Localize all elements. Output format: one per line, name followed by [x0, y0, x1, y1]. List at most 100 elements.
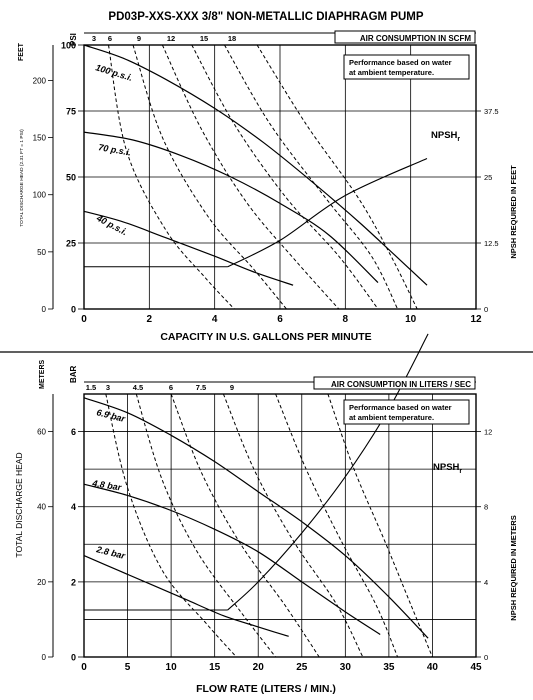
- c2-inner-tick-1: 2: [71, 577, 76, 587]
- top-ambient-note-box: [343, 54, 470, 80]
- c2-series-line-1: [83, 397, 429, 639]
- top-ylabel-right: NPSH REQUIRED IN FEET: [509, 165, 518, 259]
- c1-air-curve-5: [224, 44, 399, 310]
- bottom-bar-unit: BAR: [69, 365, 78, 383]
- top-psi-unit: PSI: [69, 33, 78, 46]
- c1-outer-tick-0: 0: [42, 305, 47, 314]
- c2-series-line-2: [83, 483, 381, 636]
- c2-air-curve-2: [135, 393, 276, 658]
- c2-air-curve-1: [105, 393, 237, 658]
- c1-outer-tick-2: 100: [33, 191, 47, 200]
- bottom-npsh-label-sub: r: [459, 468, 462, 475]
- c2-plot-frame: [83, 393, 477, 658]
- c1-air-curve-3: [161, 44, 340, 310]
- c1-series-label-1: 100 p.s.i.: [94, 62, 133, 83]
- c2-xtick-0: 0: [81, 662, 87, 673]
- c2-series-line-3: [83, 555, 289, 637]
- c2-xtick-2: 10: [166, 662, 178, 673]
- c2-xtick-7: 35: [383, 662, 395, 673]
- c1-xtick-1: 2: [147, 314, 153, 325]
- c2-xtick-6: 30: [340, 662, 352, 673]
- c1-air-curve-2: [132, 44, 287, 310]
- c2-top-tick-2: 4.5: [133, 383, 143, 392]
- c2-series-label-1: 6.9 bar: [96, 407, 127, 424]
- top-air-consumption-curves: [108, 44, 418, 310]
- bottom-npsh-label: NPSHr: [433, 462, 462, 475]
- c1-top-tick-0: 3: [92, 34, 96, 43]
- c2-xtick-1: 5: [125, 662, 131, 673]
- bottom-ylabel-left: TOTAL DISCHARGE HEAD: [14, 452, 24, 557]
- bottom-air-consumption-curves: [105, 393, 433, 658]
- c1-series-label-2: 70 p.s.i.: [98, 142, 132, 158]
- top-pressure-curves: 100 p.s.i. 70 p.s.i. 40 p.s.i.: [83, 44, 428, 286]
- bottom-air-axis-label: AIR CONSUMPTION IN LITERS / SEC: [331, 380, 471, 389]
- c1-npsh-tick-0: 0: [484, 305, 488, 314]
- main-title: PD03P-XXS-XXX 3/8" NON-METALLIC DIAPHRAG…: [108, 11, 423, 23]
- c1-series-line-1: [83, 44, 428, 286]
- c2-top-tick-3: 6: [169, 383, 173, 392]
- c2-air-curve-4: [222, 393, 364, 658]
- top-ambient-note-line2: at ambient temperature.: [349, 68, 434, 77]
- c2-npsh-tick-1: 4: [484, 578, 488, 587]
- bottom-ylabel-right: NPSH REQUIRED IN METERS: [509, 515, 518, 620]
- c1-inner-tick-0: 0: [71, 305, 76, 315]
- c2-series-label-2: 4.8 bar: [91, 478, 123, 493]
- c1-xtick-4: 8: [343, 314, 349, 325]
- c2-top-tick-0: 1.5: [86, 383, 96, 392]
- c2-top-tick-4: 7.5: [196, 383, 206, 392]
- c1-inner-tick-2: 50: [66, 173, 76, 183]
- c2-xtick-8: 40: [427, 662, 439, 673]
- c1-outer-tick-4: 200: [33, 76, 47, 85]
- c1-npsh-line: [227, 157, 428, 268]
- c2-air-curve-6: [327, 393, 433, 658]
- top-air-label-bg: [334, 30, 476, 44]
- c2-outer-tick-0: 0: [42, 653, 47, 662]
- c2-air-curve-3: [170, 393, 320, 658]
- c2-inner-tick-3: 6: [71, 427, 76, 437]
- c1-series-label-3: 40 p.s.i.: [94, 212, 129, 237]
- c2-outer-tick-3: 60: [37, 428, 46, 437]
- c2-xtick-4: 20: [253, 662, 265, 673]
- c2-top-tick-1: 3: [106, 383, 110, 392]
- c1-top-tick-5: 18: [228, 34, 236, 43]
- c1-top-tick-2: 9: [137, 34, 141, 43]
- c1-air-curve-6: [256, 44, 418, 310]
- c2-series-label-3: 2.8 bar: [95, 544, 127, 561]
- top-xlabel: CAPACITY IN U.S. GALLONS PER MINUTE: [160, 331, 371, 343]
- top-feet-unit: FEET: [18, 42, 25, 61]
- c2-inner-tick-2: 4: [71, 502, 76, 512]
- top-ambient-note-line1: Performance based on water: [349, 58, 452, 67]
- c1-top-tick-3: 12: [167, 34, 175, 43]
- c2-npsh-tick-0: 0: [484, 653, 488, 662]
- top-npsh-label: NPSHr: [431, 130, 460, 143]
- top-grid: [84, 45, 476, 309]
- c2-npsh-line: [227, 333, 429, 611]
- c1-series-line-2: [83, 131, 379, 284]
- bottom-ambient-note-box: [343, 399, 470, 425]
- c2-air-curve-5: [275, 393, 399, 658]
- c1-inner-tick-4: 100: [61, 41, 76, 51]
- c2-outer-tick-2: 40: [37, 503, 46, 512]
- c1-xtick-3: 6: [277, 314, 283, 325]
- c1-xtick-0: 0: [81, 314, 87, 325]
- c1-npsh-tick-2: 25: [484, 173, 492, 182]
- c2-xtick-9: 45: [470, 662, 482, 673]
- c2-npsh-tick-2: 8: [484, 503, 488, 512]
- bottom-grid: [84, 394, 476, 657]
- c1-outer-tick-1: 50: [37, 248, 46, 257]
- top-npsh-label-main: NPSH: [431, 130, 458, 141]
- top-chart: 100 p.s.i.70 p.s.i.40 p.s.i. 0 2 4 6 8 10 1202…: [18, 30, 518, 343]
- c1-inner-tick-1: 25: [66, 239, 76, 249]
- bottom-npsh-curve: [84, 333, 429, 611]
- c1-air-curve-4: [191, 44, 379, 310]
- bottom-npsh-label-main: NPSH: [433, 462, 460, 473]
- c1-inner-tick-3: 75: [66, 107, 76, 117]
- top-air-axis-label: AIR CONSUMPTION IN SCFM: [360, 34, 471, 43]
- c1-npsh-tick-3: 37.5: [484, 107, 499, 116]
- c1-top-tick-4: 15: [200, 34, 208, 43]
- c2-top-tick-5: 9: [230, 383, 234, 392]
- c1-series-line-3: [83, 210, 294, 286]
- c1-xtick-2: 4: [212, 314, 218, 325]
